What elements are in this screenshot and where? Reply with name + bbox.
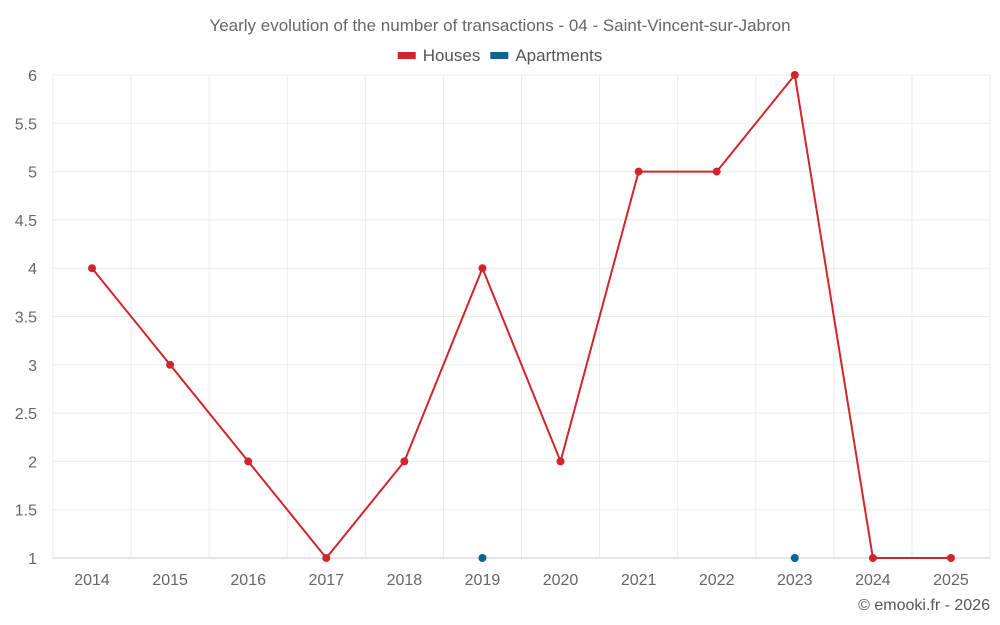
y-tick-label: 6 [28, 68, 37, 85]
houses-point[interactable] [166, 360, 175, 369]
legend-item-apartments[interactable]: Apartments [490, 46, 602, 65]
houses-point[interactable] [400, 457, 409, 466]
x-tick-label: 2022 [699, 572, 735, 589]
houses-point[interactable] [322, 554, 331, 562]
houses-point[interactable] [478, 264, 487, 273]
houses-point[interactable] [244, 457, 253, 466]
x-tick-label: 2025 [933, 572, 969, 589]
y-tick-label: 3.5 [15, 310, 37, 327]
y-tick-label: 3 [28, 358, 37, 375]
x-tick-label: 2015 [152, 572, 188, 589]
houses-point[interactable] [868, 554, 877, 562]
y-tick-label: 1.5 [15, 503, 37, 520]
series-apartments [478, 554, 799, 562]
y-tick-label: 1 [28, 551, 37, 568]
x-tick-label: 2017 [308, 572, 344, 589]
houses-line [91, 74, 951, 559]
chart-title: Yearly evolution of the number of transa… [209, 16, 790, 35]
x-tick-label: 2018 [387, 572, 423, 589]
houses-point[interactable] [634, 167, 643, 176]
houses-point[interactable] [946, 554, 955, 562]
x-tick-label: 2014 [74, 572, 110, 589]
y-tick-label: 2.5 [15, 406, 37, 423]
x-tick-label: 2023 [777, 572, 813, 589]
legend-label: Houses [423, 46, 481, 65]
houses-point[interactable] [556, 457, 565, 466]
y-tick-label: 5 [28, 165, 37, 182]
apartments-point[interactable] [790, 554, 799, 562]
y-tick-label: 2 [28, 454, 37, 471]
x-axis-ticks: 2014 2015 2016 2017 2018 2019 2020 2021 2022 2023… [74, 572, 969, 589]
legend-swatch [490, 52, 509, 59]
credit-text: © emooki.fr - 2026 [858, 597, 990, 614]
houses-point[interactable] [88, 264, 97, 273]
x-tick-label: 2020 [543, 572, 579, 589]
legend-label: Apartments [515, 46, 602, 65]
houses-point[interactable] [712, 167, 721, 176]
y-tick-label: 4.5 [15, 213, 37, 230]
gridlines [52, 74, 991, 559]
houses-point[interactable] [790, 71, 799, 79]
apartments-point[interactable] [478, 554, 487, 562]
y-tick-label: 4 [28, 261, 37, 278]
legend-swatch [397, 52, 416, 59]
legend: Houses Apartments [397, 46, 602, 65]
series-layer [88, 71, 955, 562]
series-houses [88, 71, 955, 562]
x-tick-label: 2019 [465, 572, 501, 589]
y-tick-label: 5.5 [15, 116, 37, 133]
x-tick-label: 2021 [621, 572, 657, 589]
legend-item-houses[interactable]: Houses [397, 46, 481, 65]
x-tick-label: 2016 [230, 572, 266, 589]
y-axis-ticks: 1 1.5 2 2.5 3 3.5 4 4.5 5 5.5 6 [15, 68, 37, 568]
x-tick-label: 2024 [855, 572, 891, 589]
